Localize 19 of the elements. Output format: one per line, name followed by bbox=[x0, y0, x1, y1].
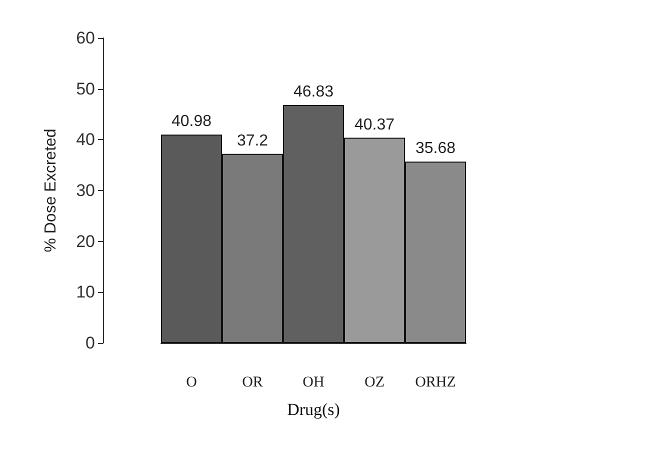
data-label: 40.37 bbox=[354, 116, 395, 134]
y-tick-label: 60 bbox=[76, 28, 95, 48]
y-axis-title: % Dose Excreted bbox=[42, 128, 60, 252]
x-tick-label: OH bbox=[302, 374, 324, 390]
data-label: 37.2 bbox=[236, 132, 268, 150]
y-tick-label: 10 bbox=[76, 282, 95, 302]
y-tick-label: 20 bbox=[76, 232, 95, 251]
y-tick-label: 50 bbox=[76, 79, 95, 98]
x-tick-label: ORHZ bbox=[415, 374, 456, 390]
x-tick-label: O bbox=[186, 374, 198, 390]
x-axis-title: Drug(s) bbox=[287, 400, 340, 419]
data-label: 35.68 bbox=[415, 140, 456, 158]
data-label: 40.98 bbox=[171, 113, 212, 130]
data-label: 46.83 bbox=[293, 83, 334, 100]
y-tick-label: 0 bbox=[86, 334, 95, 352]
x-tick-label: OZ bbox=[364, 374, 384, 390]
x-tick-label: OR bbox=[242, 374, 263, 390]
y-tick-label: 30 bbox=[76, 181, 95, 200]
y-tick-label: 40 bbox=[76, 130, 95, 150]
